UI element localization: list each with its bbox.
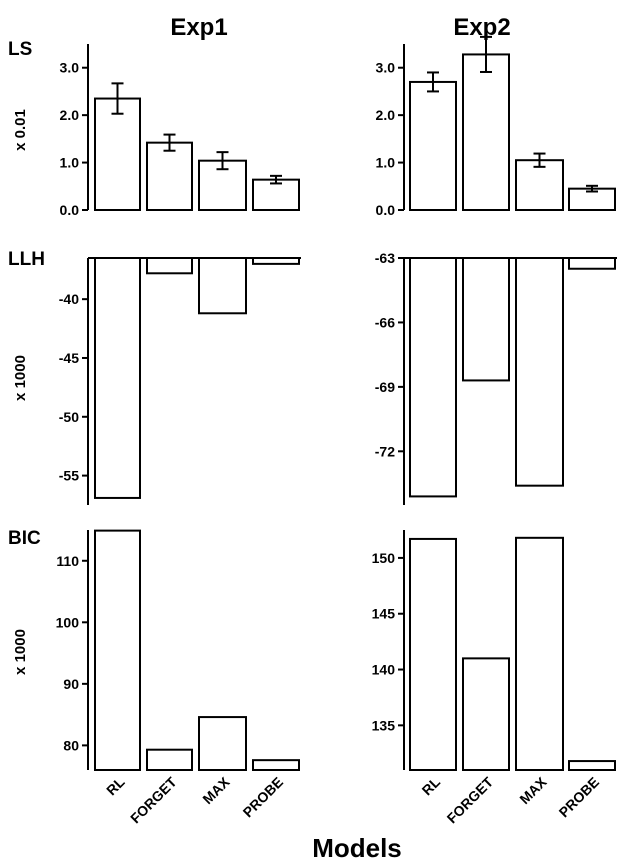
- bar-max: [198, 159, 247, 211]
- y-tick-label: 135: [372, 717, 396, 733]
- panel-llh-exp1: -40 -45 -50 -55: [59, 257, 301, 505]
- bar-max: [515, 159, 564, 211]
- bar-rl: [409, 80, 457, 211]
- bar-forget: [146, 257, 193, 275]
- y-tick-label: 110: [56, 553, 79, 569]
- error-bar-probe: [270, 174, 282, 185]
- y-tick-label: -69: [375, 379, 395, 395]
- y-tick-label: 0.0: [60, 202, 80, 218]
- panel-llh-exp2: -63 -66 -69 -72: [375, 250, 617, 505]
- row-label-bic: BIC: [8, 528, 41, 549]
- error-bar-forget: [480, 35, 492, 73]
- y-tick-label: 140: [372, 662, 396, 678]
- bic-scale-label: x 1000: [12, 629, 29, 675]
- chart-panels: 0.01.02.03.00.01.02.03.0-40-45-50-55-63-…: [56, 35, 617, 772]
- y-tick-label: 90: [63, 676, 79, 692]
- panel-ls-exp2: 0.0 1.0 2.0 3.0: [376, 35, 616, 218]
- category-labels: RL FORGET MAX PROBE RL FORGET MAX PROBE: [103, 773, 602, 826]
- y-tick-label: -72: [375, 443, 395, 459]
- bar-forget: [146, 748, 193, 772]
- category-label-probe: PROBE: [556, 774, 603, 821]
- y-tick-label: 150: [372, 550, 396, 566]
- panel-ls-exp1: 0.0 1.0 2.0 3.0: [60, 44, 300, 218]
- y-tick-label: 100: [56, 614, 80, 630]
- row-label-ls: LS: [8, 39, 32, 60]
- bar-probe: [568, 257, 616, 270]
- bar-probe: [252, 759, 300, 772]
- bar-probe: [252, 257, 300, 265]
- error-bar-rl: [111, 82, 124, 115]
- category-label-max: MAX: [199, 773, 233, 807]
- error-bar-probe: [586, 184, 598, 193]
- bar-max: [515, 536, 564, 772]
- bar-rl: [94, 97, 141, 211]
- y-tick-label: -66: [375, 314, 395, 330]
- category-label-rl: RL: [103, 773, 128, 798]
- y-tick-label: -63: [375, 250, 395, 266]
- bar-forget: [462, 657, 510, 771]
- category-label-forget: FORGET: [444, 773, 497, 826]
- y-tick-label: -55: [59, 468, 79, 484]
- x-axis-title: Models: [312, 833, 402, 862]
- error-bar-rl: [427, 71, 439, 93]
- error-bar-max: [216, 151, 229, 171]
- y-tick-label: 1.0: [376, 155, 396, 171]
- bar-rl: [409, 537, 457, 771]
- ls-scale-label: x 0.01: [12, 109, 29, 151]
- y-tick-label: 3.0: [60, 60, 80, 76]
- bar-probe: [252, 178, 300, 212]
- y-tick-label: 80: [63, 737, 79, 753]
- panel-bic-exp1: 110 100 90 80: [56, 529, 300, 772]
- bar-forget: [462, 53, 510, 212]
- y-tick-label: 145: [372, 606, 396, 622]
- error-bar-max: [533, 152, 546, 168]
- bar-rl: [94, 257, 141, 499]
- bar-max: [198, 716, 247, 771]
- bar-rl: [94, 529, 141, 771]
- y-tick-label: 0.0: [376, 202, 396, 218]
- category-label-forget: FORGET: [127, 773, 180, 826]
- y-tick-label: 2.0: [60, 107, 80, 123]
- category-label-max: MAX: [516, 773, 550, 807]
- bar-forget: [146, 141, 193, 211]
- error-bar-forget: [163, 133, 176, 152]
- row-label-llh: LLH: [8, 249, 45, 270]
- bar-max: [198, 257, 247, 315]
- y-tick-label: -40: [59, 291, 79, 307]
- bar-probe: [568, 760, 616, 771]
- bar-rl: [409, 257, 457, 498]
- llh-scale-label: x 1000: [12, 355, 29, 401]
- y-tick-label: 1.0: [60, 155, 80, 171]
- y-tick-label: -45: [59, 350, 79, 366]
- bar-max: [515, 257, 564, 487]
- bar-forget: [462, 257, 510, 382]
- category-label-probe: PROBE: [240, 774, 287, 821]
- panel-bic-exp2: 150 145 140 135: [372, 530, 616, 772]
- category-label-rl: RL: [419, 773, 444, 798]
- y-tick-label: 3.0: [376, 60, 396, 76]
- y-tick-label: -50: [59, 409, 79, 425]
- column-title-exp1: Exp1: [170, 14, 227, 41]
- y-tick-label: 2.0: [376, 107, 396, 123]
